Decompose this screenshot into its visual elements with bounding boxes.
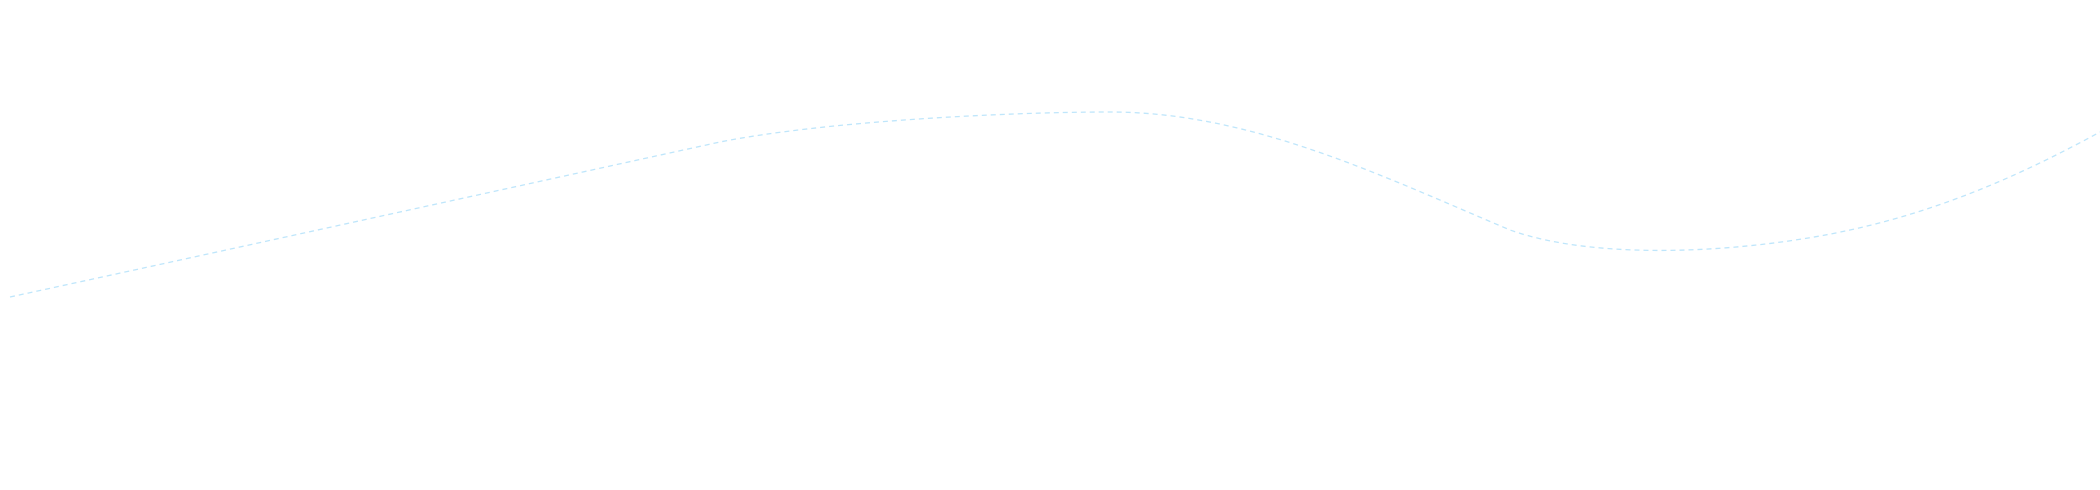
dashed-wave-curve (9, 111, 2100, 298)
